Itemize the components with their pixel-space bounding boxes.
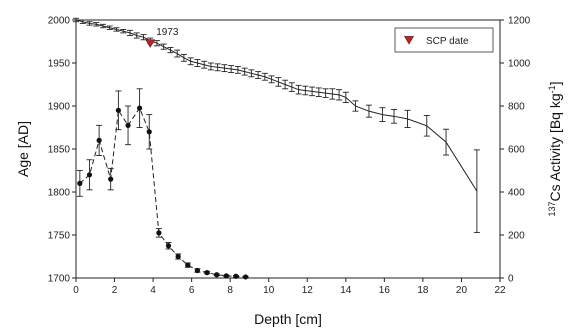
y-right-title-end: ]	[547, 81, 563, 85]
x-tick-label: 16	[379, 285, 391, 296]
cs137-point	[194, 267, 201, 274]
legend-label: SCP date	[426, 36, 469, 47]
cs137-point	[86, 172, 93, 178]
cs137-point	[175, 253, 181, 260]
axes-group: 0 2 4 6 8 10 12 14 16 18 20 22 1700 1750 1800 1850 1900 1…	[48, 16, 531, 297]
cs137-point	[77, 180, 83, 186]
y-left-tick-label: 2000	[48, 16, 71, 27]
y-right-title-main: Cs Activity [Bq kg	[547, 93, 563, 201]
cs137-series	[76, 88, 249, 280]
annotations: 1973	[145, 27, 179, 48]
x-tick-label: 18	[417, 285, 429, 296]
cs137-point	[108, 176, 114, 182]
scp-marker	[145, 39, 156, 48]
cs137-point	[96, 137, 102, 143]
y-right-axis-title: 137Cs Activity [Bq kg-1]	[547, 81, 563, 216]
y-right-tick-label: 1000	[508, 59, 531, 70]
cs137-point	[156, 230, 162, 236]
cs137-point	[165, 243, 172, 249]
y-right-tick-label: 0	[508, 274, 514, 285]
annotation-1973: 1973	[156, 27, 179, 38]
y-left-tick-label: 1950	[48, 59, 71, 70]
y-right-tick-label: 600	[508, 145, 525, 156]
x-tick-label: 6	[189, 285, 195, 296]
cs137-point	[115, 107, 121, 113]
cs137-point	[204, 270, 210, 276]
x-tick-label: 10	[263, 285, 275, 296]
y-left-tick-label: 1800	[48, 188, 71, 199]
cs137-point	[243, 274, 249, 280]
x-tick-label: 4	[150, 285, 156, 296]
y-right-tick-label: 400	[508, 188, 525, 199]
age-model-series	[73, 17, 480, 233]
y-right-title-sup1: 137	[547, 202, 557, 217]
y-left-axis-title: Age [AD]	[15, 121, 31, 177]
cs137-point	[233, 273, 239, 279]
x-tick-label: 14	[340, 285, 352, 296]
y-right-tick-label: 200	[508, 231, 525, 242]
x-tick-label: 2	[112, 285, 118, 296]
legend-marker-scp	[403, 36, 415, 45]
cs137-point	[223, 273, 229, 279]
y-left-tick-label: 1850	[48, 145, 71, 156]
plot-frame	[75, 19, 501, 279]
y-left-tick-label: 1700	[48, 274, 71, 285]
cs137-point	[146, 129, 152, 135]
cs137-point	[185, 262, 191, 268]
cs137-point	[214, 272, 220, 278]
y-left-tick-label: 1900	[48, 102, 71, 113]
x-tick-label: 8	[227, 285, 233, 296]
y-left-tick-label: 1750	[48, 231, 71, 242]
x-axis-title: Depth [cm]	[254, 311, 322, 327]
x-tick-label: 22	[494, 285, 506, 296]
y-right-tick-label: 800	[508, 102, 525, 113]
legend: SCP date	[394, 27, 494, 53]
x-tick-label: 0	[73, 285, 79, 296]
cs137-point	[137, 105, 143, 111]
y-right-title-sup2: -1	[547, 85, 557, 93]
y-right-tick-label: 1200	[508, 16, 531, 27]
cs137-line	[79, 107, 246, 278]
cs137-point	[125, 122, 131, 128]
x-tick-label: 20	[456, 285, 468, 296]
x-tick-label: 12	[302, 285, 314, 296]
